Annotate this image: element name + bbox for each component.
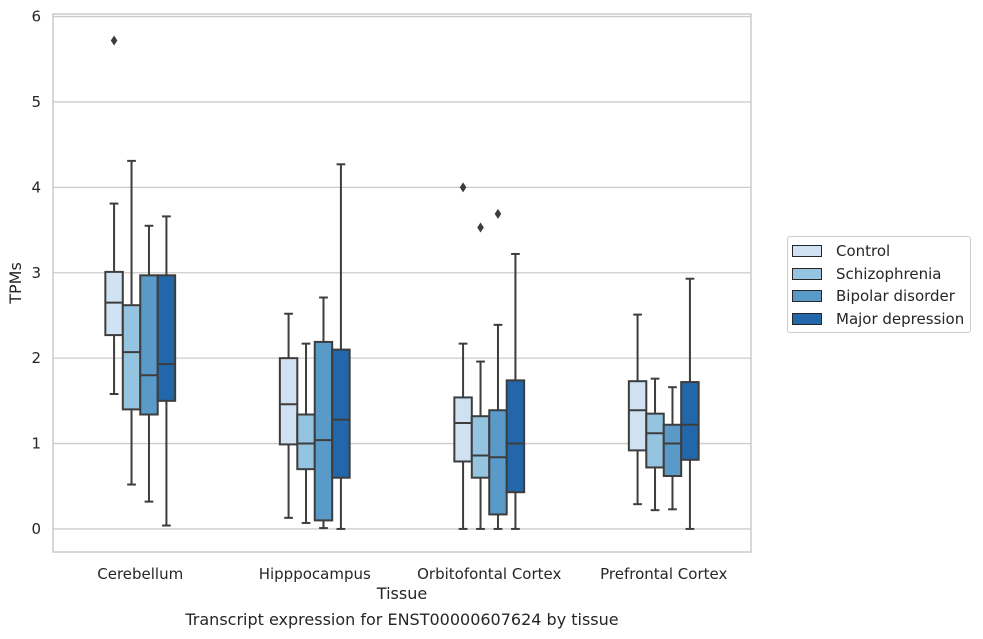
legend-swatch-schizophrenia: [792, 267, 822, 280]
x-axis-title: Tissue: [376, 584, 427, 603]
chart-title: Transcript expression for ENST0000060762…: [185, 610, 619, 629]
x-tick-label: Hipppocampus: [259, 565, 371, 583]
box-iqr: [331, 348, 351, 479]
box-iqr: [505, 379, 526, 494]
legend: Control Schizophrenia Bipolar disorder M…: [787, 236, 971, 333]
box-plot: [139, 224, 159, 503]
x-tick-label: Cerebellum: [97, 565, 183, 583]
box-plot: [156, 215, 177, 527]
box-plot: [121, 159, 142, 486]
legend-label-schizophrenia: Schizophrenia: [836, 264, 942, 283]
box-plot: [470, 222, 491, 530]
box-plot: [488, 208, 508, 530]
box-plot: [296, 342, 316, 524]
legend-item-bipolar-disorder: Bipolar disorder: [788, 285, 970, 308]
box-plot: [104, 35, 124, 396]
outlier-point: [110, 35, 118, 46]
y-tick-label: 1: [31, 435, 41, 453]
box-plot: [505, 252, 526, 530]
box-plot: [627, 313, 648, 506]
box-plot: [278, 312, 299, 519]
box-iqr: [627, 380, 648, 452]
x-tick-labels: Cerebellum Hipppocampus Orbitofontal Corte…: [97, 565, 727, 583]
legend-label-control: Control: [836, 242, 891, 261]
box-iqr: [121, 304, 142, 411]
y-tick-label: 4: [31, 178, 41, 196]
legend-swatch-control: [792, 245, 822, 258]
box-plot: [453, 182, 473, 530]
box-plot: [645, 377, 665, 512]
y-tick-label: 3: [31, 264, 41, 282]
box-iqr: [296, 413, 316, 471]
box-plot: [331, 163, 351, 530]
box-iqr: [156, 274, 177, 402]
box-iqr: [662, 423, 683, 477]
legend-label-major-depression: Major depression: [836, 309, 965, 328]
box-iqr: [680, 381, 700, 461]
y-tick-label: 6: [31, 8, 41, 26]
box-iqr: [470, 415, 491, 479]
box-iqr: [313, 340, 334, 522]
box-iqr: [488, 409, 508, 516]
box-iqr: [645, 412, 665, 469]
box-plot: [680, 277, 700, 530]
y-tick-labels: 0 1 2 3 4 5 6: [31, 8, 41, 538]
legend-item-schizophrenia: Schizophrenia: [788, 263, 970, 286]
box-iqr: [278, 357, 299, 446]
legend-swatch-major-depression: [792, 312, 822, 325]
box-plot: [313, 296, 334, 530]
legend-swatch-bipolar-disorder: [792, 290, 822, 303]
legend-label-bipolar-disorder: Bipolar disorder: [836, 287, 955, 306]
box-iqr: [139, 274, 159, 416]
legend-item-major-depression: Major depression: [788, 308, 970, 331]
legend-item-control: Control: [788, 240, 970, 263]
x-tick-label: Prefrontal Cortex: [600, 565, 727, 583]
outlier-point: [477, 222, 484, 233]
box-plot: [662, 386, 683, 511]
x-tick-label: Orbitofontal Cortex: [417, 565, 561, 583]
box-plots: [104, 35, 700, 530]
y-tick-label: 0: [31, 520, 41, 538]
outlier-point: [494, 208, 502, 219]
outlier-point: [459, 182, 467, 193]
y-axis-title: TPMs: [6, 262, 25, 305]
plot-frame: [52, 13, 752, 553]
y-tick-label: 2: [31, 349, 41, 367]
y-tick-label: 5: [31, 93, 41, 111]
box-iqr: [453, 396, 473, 463]
